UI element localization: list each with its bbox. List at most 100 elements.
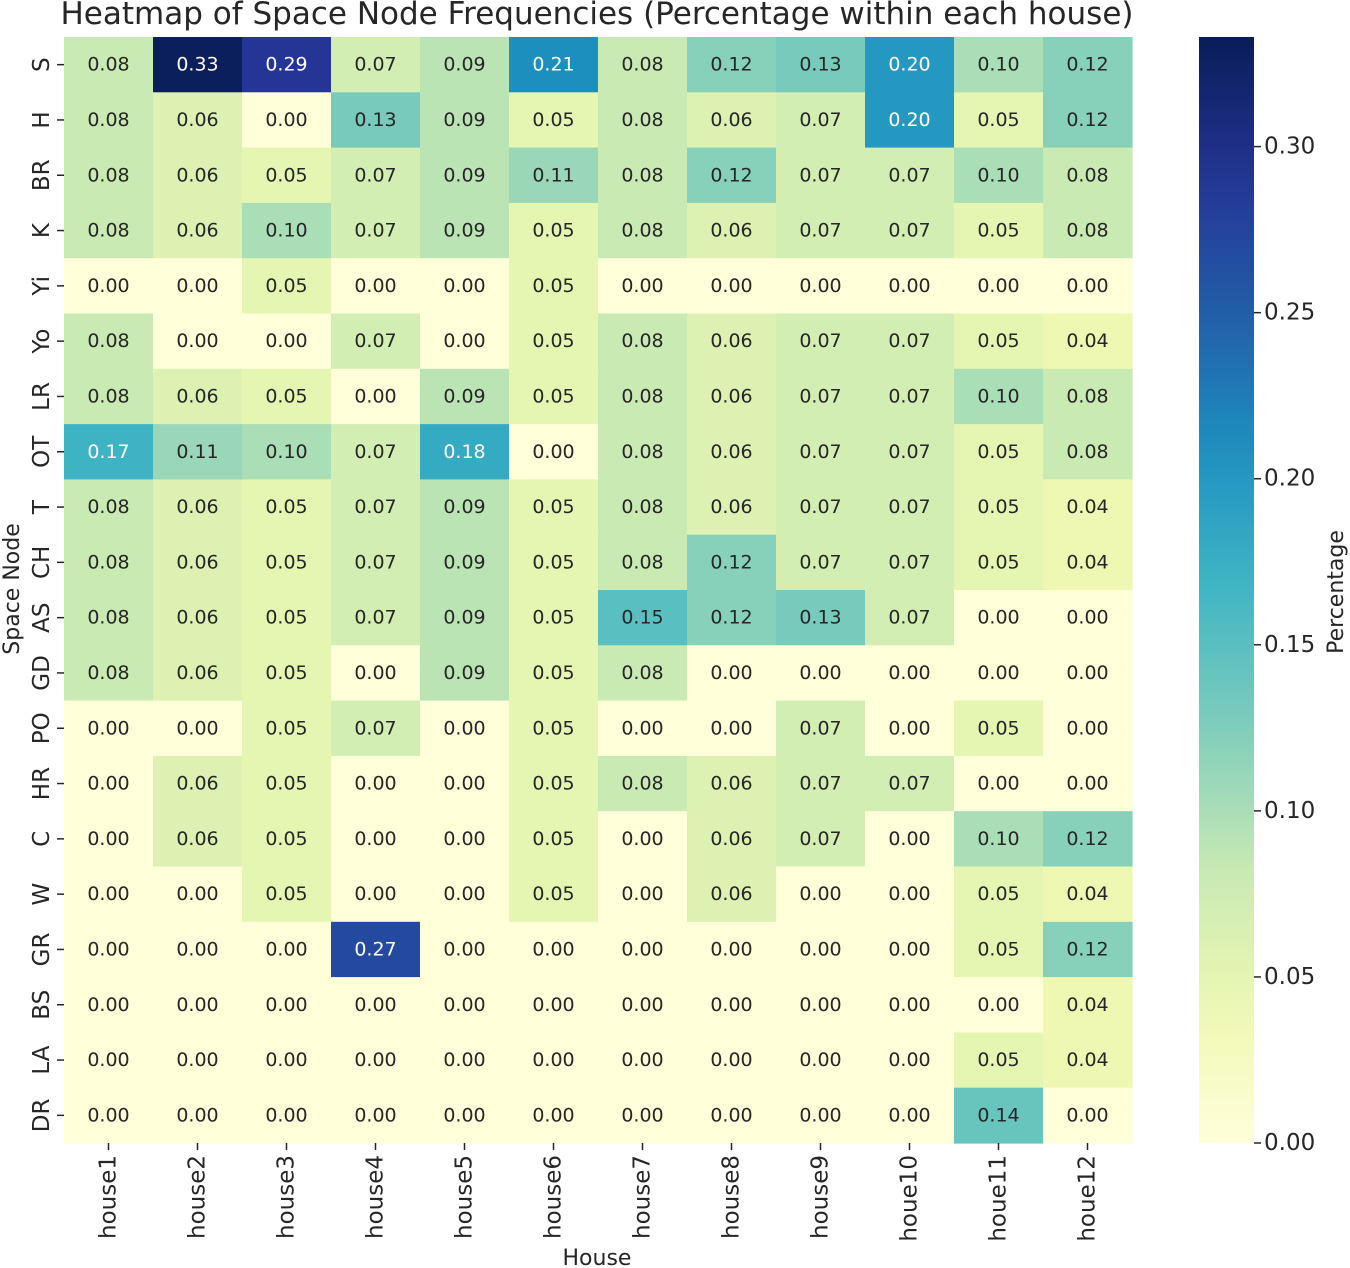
colorbar-ticks: 0.00 0.05 0.10 0.15 0.20 0.25 0.30: [1254, 134, 1315, 1156]
heatmap-cell: [598, 866, 688, 923]
cell-value-label: 0.00: [87, 1104, 129, 1126]
cell-value-label: 0.07: [354, 330, 396, 352]
cell-value-label: 0.07: [888, 330, 930, 352]
heatmap-cell: [1043, 479, 1133, 536]
heatmap-cell: [598, 645, 688, 702]
heatmap-cell: [954, 921, 1044, 978]
heatmap-cell: [509, 921, 599, 978]
cell-value-label: 0.00: [87, 1049, 129, 1071]
heatmap-cell: [509, 202, 599, 259]
heatmap-cell: [64, 811, 154, 868]
heatmap-cell: [687, 590, 777, 646]
heatmap-cell: [1043, 866, 1133, 923]
heatmap-cell: [64, 645, 154, 702]
heatmap-cell: [420, 202, 510, 259]
heatmap-cell: [776, 202, 866, 259]
cell-value-label: 0.00: [977, 662, 1019, 684]
heatmap-cell: [64, 258, 154, 315]
heatmap-cell: [954, 313, 1044, 370]
cell-value-label: 0.10: [977, 385, 1019, 407]
cell-value-label: 0.00: [799, 1049, 841, 1071]
heatmap-cell: [242, 479, 332, 536]
cell-value-label: 0.08: [621, 164, 663, 186]
cell-value-label: 0.08: [621, 662, 663, 684]
cell-value-label: 0.10: [977, 54, 1019, 76]
cell-value-label: 0.00: [87, 828, 129, 850]
cell-value-label: 0.00: [176, 938, 218, 960]
heatmap-cell: [598, 1087, 688, 1144]
cell-value-label: 0.05: [532, 662, 574, 684]
heatmap-cell: [598, 92, 688, 149]
cell-value-label: 0.00: [176, 1049, 218, 1071]
cell-value-label: 0.13: [799, 54, 841, 76]
cell-value-label: 0.05: [977, 330, 1019, 352]
heatmap-cell: [776, 424, 866, 480]
heatmap-cell: [687, 921, 777, 978]
heatmap-cell: [598, 977, 688, 1033]
cell-value-label: 0.06: [710, 220, 752, 242]
y-tick-label: CH: [29, 546, 55, 579]
heatmap-cell: [153, 147, 243, 204]
cell-value-label: 0.05: [977, 551, 1019, 573]
cell-value-label: 0.00: [176, 883, 218, 905]
cell-value-label: 0.00: [1066, 773, 1108, 795]
heatmap-cell: [687, 424, 777, 480]
heatmap-cell: [153, 37, 243, 93]
heatmap-cell: [954, 424, 1044, 480]
heatmap-cell: [687, 92, 777, 149]
y-tick-label: K: [29, 222, 55, 238]
heatmap-cell: [64, 1032, 154, 1089]
cell-value-label: 0.09: [443, 220, 485, 242]
heatmap-cell: [153, 866, 243, 923]
heatmap-cell: [420, 977, 510, 1033]
cell-value-label: 0.08: [87, 54, 129, 76]
y-tick-label: OT: [29, 435, 55, 468]
heatmap-cell: [64, 866, 154, 923]
cell-value-label: 0.08: [87, 607, 129, 629]
cell-value-label: 0.05: [532, 330, 574, 352]
heatmap-cell: [420, 1087, 510, 1144]
heatmap-cell: [954, 258, 1044, 315]
heatmap-cell: [509, 534, 599, 591]
cell-value-label: 0.00: [888, 662, 930, 684]
heatmap-cell: [420, 590, 510, 646]
cell-value-label: 0.00: [532, 441, 574, 463]
cell-value-label: 0.00: [888, 1049, 930, 1071]
cell-value-label: 0.00: [176, 717, 218, 739]
heatmap-cell: [153, 977, 243, 1033]
cell-value-label: 0.00: [87, 938, 129, 960]
cell-value-label: 0.07: [354, 164, 396, 186]
heatmap-cell: [865, 921, 955, 978]
heatmap-cell: [776, 313, 866, 370]
heatmap-cell: [687, 258, 777, 315]
cell-value-label: 0.17: [87, 441, 129, 463]
heatmap-cell: [598, 479, 688, 536]
cell-value-label: 0.05: [265, 275, 307, 297]
heatmap-cell: [331, 313, 421, 370]
heatmap-cell: [865, 147, 955, 204]
cell-value-label: 0.05: [977, 717, 1019, 739]
cell-value-label: 0.00: [265, 1049, 307, 1071]
heatmap-cell: [153, 92, 243, 149]
heatmap-cell: [153, 811, 243, 868]
heatmap-cell: [598, 534, 688, 591]
x-axis-label: House: [563, 1246, 632, 1268]
heatmap-cell: [509, 755, 599, 812]
cell-value-label: 0.12: [710, 607, 752, 629]
cell-value-label: 0.00: [532, 994, 574, 1016]
cell-value-label: 0.07: [888, 773, 930, 795]
heatmap-cell: [509, 92, 599, 149]
heatmap-cell: [509, 977, 599, 1033]
colorbar-tick-label: 0.25: [1264, 300, 1315, 326]
cell-value-label: 0.00: [621, 994, 663, 1016]
heatmap-cell: [64, 147, 154, 204]
y-tick-label: Yo: [29, 329, 55, 355]
heatmap-cell: [776, 645, 866, 702]
heatmap-cell: [598, 424, 688, 480]
cell-value-label: 0.08: [1066, 385, 1108, 407]
heatmap-cell: [1043, 811, 1133, 868]
heatmap-cell: [331, 1032, 421, 1089]
cell-value-label: 0.08: [87, 220, 129, 242]
cell-value-label: 0.05: [532, 607, 574, 629]
